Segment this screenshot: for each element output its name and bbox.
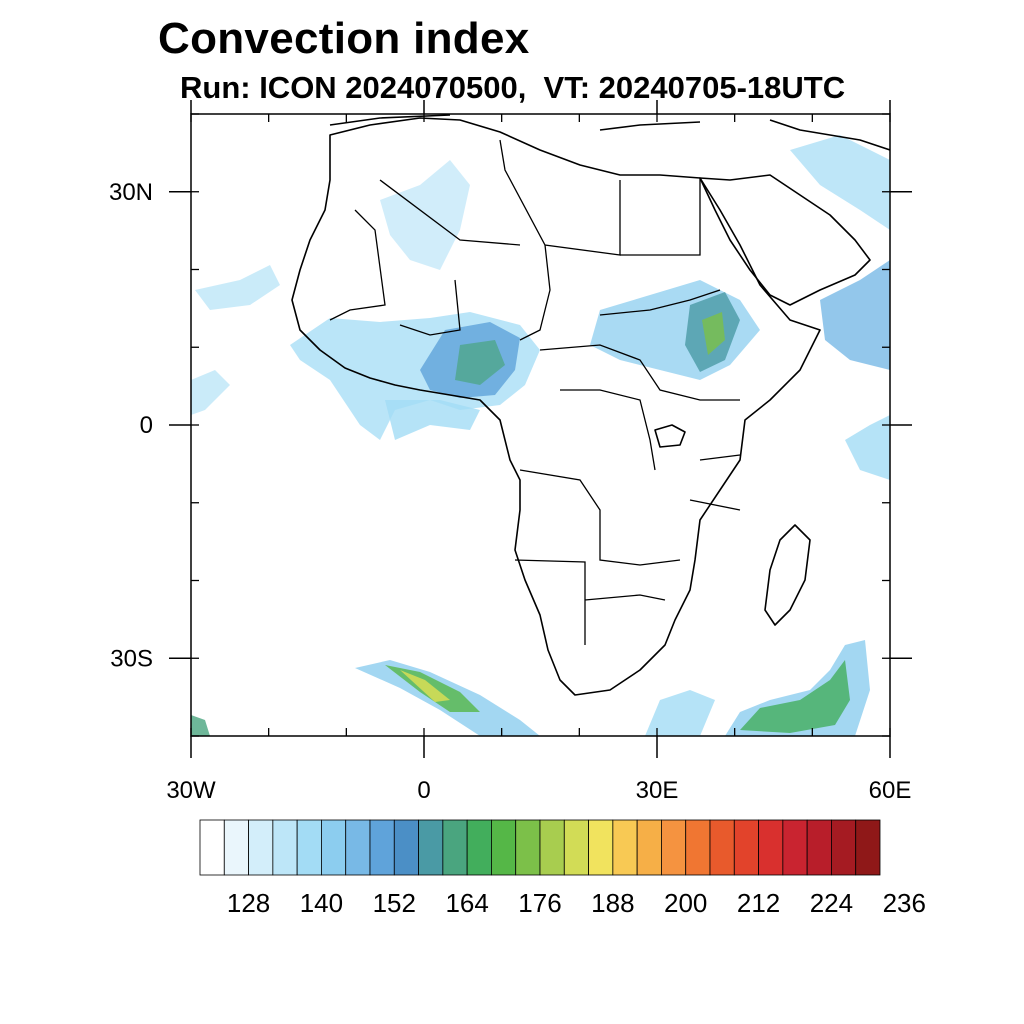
- colorbar-label: 188: [591, 888, 634, 918]
- madagascar-coastline: [764, 524, 811, 626]
- convection-core-south-atlantic-yellow: [400, 670, 450, 702]
- colorbar-swatch: [248, 819, 274, 876]
- colorbar-label: 212: [737, 888, 780, 918]
- convection-field: [191, 135, 890, 736]
- axis-ticks: [169, 100, 912, 758]
- border-line: [689, 454, 741, 511]
- colorbar-swatch: [539, 819, 565, 876]
- border-line: [539, 344, 740, 401]
- border-line: [599, 289, 721, 316]
- convection-area-sw-corner: [191, 715, 210, 736]
- convection-area-gulf-guinea: [385, 400, 480, 440]
- colorbar-swatch: [855, 819, 881, 876]
- lat-tick-label: 30N: [109, 179, 153, 206]
- colorbar-label: 128: [227, 888, 270, 918]
- colorbar-swatch: [442, 819, 468, 876]
- lon-tick-label: 30E: [636, 777, 679, 804]
- colorbar-swatch: [223, 819, 249, 876]
- colorbar-label: 140: [300, 888, 343, 918]
- lat-tick-label: 0: [140, 412, 153, 439]
- map-frame: [190, 113, 891, 737]
- colorbar-swatch: [345, 819, 371, 876]
- colorbar-swatch: [466, 819, 492, 876]
- lake-victoria: [654, 424, 686, 448]
- lon-tick-label: 60E: [869, 777, 912, 804]
- lon-tick-label: 0: [417, 777, 430, 804]
- convection-area-middle-east: [790, 135, 890, 230]
- lat-tick-label: 30S: [110, 645, 153, 672]
- colorbar-swatch: [296, 819, 322, 876]
- colorbar: 128 140 152 164 176 188 200 212 224 236: [199, 819, 926, 918]
- colorbar-swatch: [393, 819, 419, 876]
- convection-area-atlantic: [191, 370, 230, 415]
- colorbar-swatch: [369, 819, 395, 876]
- colorbar-swatch: [563, 819, 589, 876]
- colorbar-label: 176: [518, 888, 561, 918]
- chart-title: Convection index: [158, 14, 530, 63]
- africa-coastline: [291, 117, 821, 696]
- convection-area-indian-ocean: [845, 415, 890, 480]
- convection-area-arabian-sea: [820, 260, 890, 370]
- border-line: [519, 244, 551, 341]
- border-line: [399, 279, 461, 336]
- colorbar-swatch: [831, 819, 857, 876]
- border-line: [514, 559, 666, 645]
- colorbar-swatch: [491, 819, 517, 876]
- border-line: [560, 389, 656, 471]
- axis-labels: 30W 0 30E 60E 30N 0 30S: [109, 179, 911, 804]
- border-line: [519, 469, 681, 566]
- colorbar-label: 236: [883, 888, 926, 918]
- colorbar-swatch: [418, 819, 444, 876]
- colorbar-swatch: [321, 819, 347, 876]
- border-line: [329, 209, 386, 321]
- coastlines: [291, 114, 890, 696]
- country-borders: [329, 139, 741, 645]
- convection-core-nigeria-green: [455, 340, 505, 385]
- convection-core-ethiopia-green: [702, 312, 725, 355]
- colorbar-swatch: [661, 819, 687, 876]
- convection-area-south-africa: [645, 690, 715, 736]
- europe-coastline: [329, 114, 890, 151]
- lon-tick-label: 30W: [166, 777, 216, 804]
- chart-subtitle: Run: ICON 2024070500, VT: 20240705-18UTC: [180, 70, 846, 105]
- arabia-coastline: [699, 174, 871, 306]
- colorbar-label: 224: [810, 888, 853, 918]
- colorbar-swatch: [806, 819, 832, 876]
- colorbar-swatch: [199, 819, 225, 876]
- colorbar-swatch: [588, 819, 614, 876]
- colorbar-swatch: [782, 819, 808, 876]
- colorbar-swatch: [272, 819, 298, 876]
- colorbar-label: 200: [664, 888, 707, 918]
- colorbar-swatch: [685, 819, 711, 876]
- colorbar-label: 164: [445, 888, 488, 918]
- colorbar-swatch: [612, 819, 638, 876]
- border-line: [379, 179, 521, 246]
- colorbar-swatch: [709, 819, 735, 876]
- colorbar-swatch: [636, 819, 662, 876]
- colorbar-swatch: [515, 819, 541, 876]
- colorbar-label: 152: [373, 888, 416, 918]
- border-line: [620, 178, 701, 256]
- convection-area-atlantic-north: [195, 265, 280, 310]
- convection-area-sahara: [380, 160, 470, 270]
- convection-core-madagascar-south: [740, 660, 850, 733]
- colorbar-swatch: [758, 819, 784, 876]
- colorbar-swatch: [733, 819, 759, 876]
